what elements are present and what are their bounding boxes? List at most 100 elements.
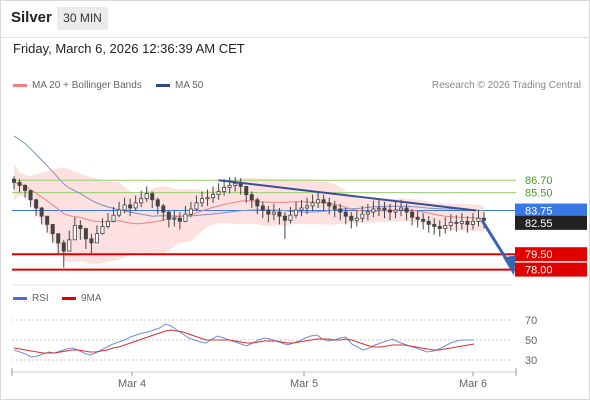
candle-body — [45, 215, 50, 225]
candle-body — [437, 226, 442, 229]
candle-body — [89, 238, 94, 244]
rsi-9ma-line — [13, 329, 475, 354]
candle-body — [133, 202, 138, 209]
candle-body — [61, 242, 66, 252]
candle-body — [161, 205, 166, 213]
legend-9ma-label: 9MA — [81, 293, 102, 304]
interval-button[interactable]: 30 MIN — [57, 7, 108, 30]
candle-body — [387, 209, 392, 213]
rsi-tick-30: 30 — [525, 355, 537, 367]
candle-body — [260, 205, 265, 211]
candle-body — [421, 218, 426, 222]
candle-body — [299, 207, 304, 211]
level-box-78-00 — [515, 262, 587, 277]
level-box-83-75 — [515, 203, 587, 218]
candle-body — [410, 211, 415, 218]
candle-body — [194, 202, 199, 210]
candle-body — [448, 221, 453, 226]
candle-body — [172, 217, 177, 220]
candle-body — [227, 184, 232, 188]
9ma-swatch — [62, 297, 76, 300]
candle-body — [382, 207, 387, 211]
chart-header: Silver 30 MIN — [0, 0, 590, 38]
legend-rsi: RSI — [13, 293, 49, 304]
bollinger-band — [14, 163, 484, 265]
candle-body — [128, 204, 133, 209]
candle-body — [310, 202, 315, 207]
candle-body — [305, 205, 310, 209]
candle-body — [426, 220, 431, 225]
candle-body — [343, 211, 348, 217]
candle-body — [111, 214, 116, 222]
research-credit: Research © 2026 Trading Central — [431, 80, 581, 91]
candle-body — [327, 202, 332, 207]
candle-body — [332, 205, 337, 210]
candles — [11, 176, 486, 268]
candle-body — [139, 198, 144, 204]
candle-body — [50, 224, 55, 235]
level-label-85-50: 85.50 — [525, 188, 553, 200]
candle-body — [67, 239, 72, 252]
candle-body — [454, 221, 459, 224]
candle-body — [211, 194, 216, 199]
candle-body — [188, 208, 193, 215]
rsi-swatch — [13, 297, 27, 300]
instrument-title: Silver — [11, 9, 52, 26]
forecast-arrowhead — [503, 255, 516, 276]
level-box-79-50 — [515, 247, 587, 262]
candle-body — [399, 207, 404, 211]
level-label-79-50: 79.50 — [525, 249, 553, 261]
candle-body — [183, 213, 188, 222]
candle-body — [288, 214, 293, 221]
candle-body — [365, 211, 370, 215]
legend-ma50: MA 50 — [156, 80, 203, 91]
candle-body — [354, 217, 359, 221]
candle-body — [106, 220, 111, 227]
candle-body — [34, 199, 39, 209]
candle-body — [255, 199, 260, 207]
candle-body — [144, 193, 149, 200]
candle-body — [244, 186, 249, 196]
ma50-line — [13, 135, 485, 217]
candle-body — [266, 209, 271, 215]
ma50-swatch — [156, 84, 170, 87]
candle-body — [443, 225, 448, 229]
candle-body — [11, 178, 16, 183]
candle-body — [155, 199, 160, 207]
candle-body — [376, 207, 381, 210]
forecast-arrow-line — [480, 219, 511, 265]
candle-body — [233, 182, 238, 186]
candle-body — [117, 209, 122, 216]
candle-body — [78, 225, 83, 229]
candle-body — [39, 207, 44, 217]
candle-body — [349, 215, 354, 221]
x-tick-label: Mar 6 — [459, 378, 487, 390]
candle-body — [23, 184, 28, 191]
rsi-tick-50: 50 — [525, 335, 537, 347]
candle-body — [177, 217, 182, 222]
candle-body — [17, 181, 22, 186]
level-label-82-55: 82.55 — [525, 218, 553, 230]
candle-body — [100, 226, 105, 235]
candle-body — [205, 197, 210, 200]
legend-ma20-label: MA 20 + Bollinger Bands — [32, 80, 142, 91]
candle-body — [199, 198, 204, 204]
legend-ma50-label: MA 50 — [175, 80, 204, 91]
candle-body — [56, 233, 61, 244]
candle-body — [476, 217, 481, 222]
candle-body — [393, 209, 398, 213]
trendline — [218, 179, 477, 212]
candle-body — [415, 216, 420, 220]
candle-body — [432, 224, 437, 227]
candle-body — [338, 208, 343, 213]
level-label-86-70: 86.70 — [525, 175, 553, 187]
candle-body — [404, 207, 409, 213]
candle-body — [360, 213, 365, 219]
legend-rsi-label: RSI — [32, 293, 49, 304]
candle-body — [94, 233, 99, 244]
candle-body — [222, 187, 227, 192]
legend-9ma: 9MA — [62, 293, 102, 304]
candle-body — [282, 215, 287, 221]
level-label-78-00: 78.00 — [525, 265, 553, 277]
